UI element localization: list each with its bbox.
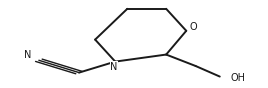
Text: O: O: [189, 22, 197, 32]
Text: OH: OH: [230, 73, 245, 83]
Text: N: N: [110, 62, 118, 72]
Text: N: N: [24, 50, 32, 60]
